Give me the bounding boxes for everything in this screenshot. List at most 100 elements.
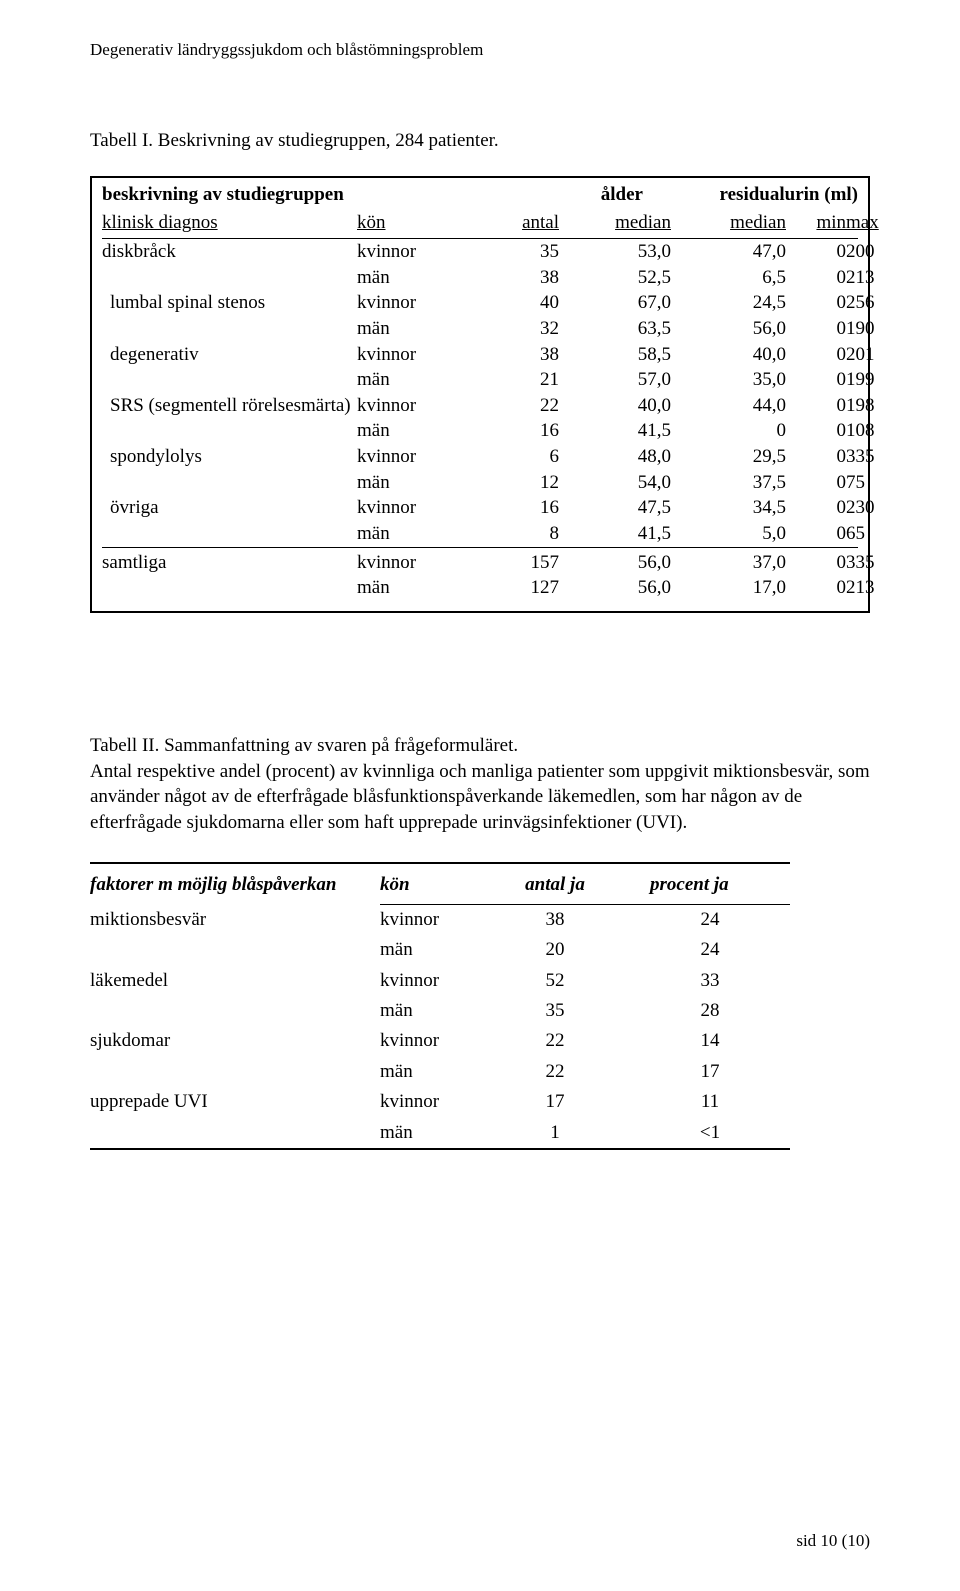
running-head: Degenerativ ländryggssjukdom och blåstöm… — [90, 40, 870, 60]
cell-median2: 0 — [671, 418, 786, 444]
cell-kon: män — [357, 367, 453, 393]
cell-min: 0 — [786, 239, 846, 265]
cell-median2: 5,0 — [671, 521, 786, 547]
cell-min: 0 — [786, 495, 846, 521]
cell-antal: 22 — [453, 393, 559, 419]
cell-diag: SRS (segmentell rörelsesmärta) — [102, 393, 357, 419]
cell-min: 0 — [786, 521, 846, 547]
table2-header: faktorer m möjlig blåspåverkan kön antal… — [90, 864, 790, 904]
table-row: samtligakvinnor15756,037,00335 — [102, 547, 858, 576]
cell-antal: 22 — [480, 1057, 630, 1087]
cell-procent: 24 — [630, 935, 790, 965]
cell-median2: 44,0 — [671, 393, 786, 419]
cell-max: 201 — [846, 342, 875, 368]
table-row: män1641,500108 — [102, 418, 858, 444]
cell-median1: 58,5 — [559, 342, 671, 368]
cell-kon: män — [357, 521, 453, 547]
cell-median2: 47,0 — [671, 239, 786, 265]
table-row: SRS (segmentell rörelsesmärta)kvinnor224… — [102, 393, 858, 419]
cell-kon: kvinnor — [380, 1087, 480, 1117]
cell-procent: 17 — [630, 1057, 790, 1087]
table-row: män2217 — [90, 1057, 790, 1087]
cell-antal: 35 — [453, 239, 559, 265]
cell-antal: 20 — [480, 935, 630, 965]
cell-factor: miktionsbesvär — [90, 905, 380, 935]
cell-antal: 38 — [480, 905, 630, 935]
cell-diag — [102, 418, 357, 444]
sub-col-median2: median — [671, 212, 786, 234]
cell-diag: diskbråck — [102, 239, 357, 265]
cell-median2: 35,0 — [671, 367, 786, 393]
cell-antal: 1 — [480, 1118, 630, 1148]
cell-kon: män — [357, 575, 453, 601]
table1: beskrivning av studiegruppen ålder resid… — [90, 176, 870, 613]
cell-diag: spondylolys — [102, 444, 357, 470]
table1-header: beskrivning av studiegruppen ålder resid… — [102, 184, 858, 210]
cell-median2: 29,5 — [671, 444, 786, 470]
table1-subheader: klinisk diagnos kön antal median median … — [102, 210, 858, 239]
cell-max: 65 — [846, 521, 865, 547]
sub-col-diagnos: klinisk diagnos — [102, 212, 357, 234]
cell-median2: 34,5 — [671, 495, 786, 521]
cell-factor: upprepade UVI — [90, 1087, 380, 1117]
table2-caption-p1: Tabell II. Sammanfattning av svaren på f… — [90, 735, 518, 756]
cell-factor: sjukdomar — [90, 1026, 380, 1056]
sub-col-max: max — [846, 212, 879, 234]
cell-antal: 16 — [453, 495, 559, 521]
cell-min: 0 — [786, 418, 846, 444]
table-row: miktionsbesvärkvinnor3824 — [90, 905, 790, 935]
cell-diag: samtliga — [102, 550, 357, 576]
cell-median2: 56,0 — [671, 316, 786, 342]
cell-median1: 56,0 — [559, 550, 671, 576]
cell-max: 108 — [846, 418, 875, 444]
cell-procent: 24 — [630, 905, 790, 935]
cell-median2: 6,5 — [671, 265, 786, 291]
cell-factor — [90, 1118, 380, 1148]
cell-kon: kvinnor — [357, 239, 453, 265]
cell-median2: 37,0 — [671, 550, 786, 576]
cell-antal: 8 — [453, 521, 559, 547]
table1-h-resid: residualurin (ml) — [671, 184, 858, 206]
cell-kon: kvinnor — [357, 393, 453, 419]
cell-kon: män — [380, 1118, 480, 1148]
table1-title: Tabell I. Beskrivning av studiegruppen, … — [90, 130, 870, 152]
table2-body: miktionsbesvärkvinnor3824män2024läkemede… — [90, 905, 790, 1148]
cell-diag — [102, 521, 357, 547]
cell-median1: 52,5 — [559, 265, 671, 291]
cell-median1: 41,5 — [559, 418, 671, 444]
page: Degenerativ ländryggssjukdom och blåstöm… — [0, 0, 960, 1591]
cell-min: 0 — [786, 550, 846, 576]
table-row: övrigakvinnor1647,534,50230 — [102, 495, 858, 521]
cell-max: 230 — [846, 495, 875, 521]
table-row: män3528 — [90, 996, 790, 1026]
cell-factor — [90, 996, 380, 1026]
cell-procent: 28 — [630, 996, 790, 1026]
table-row: läkemedelkvinnor5233 — [90, 966, 790, 996]
cell-max: 335 — [846, 550, 875, 576]
table1-h-desc: beskrivning av studiegruppen — [102, 184, 357, 206]
cell-antal: 12 — [453, 470, 559, 496]
cell-antal: 22 — [480, 1026, 630, 1056]
table-row: män3852,56,50213 — [102, 265, 858, 291]
cell-min: 0 — [786, 470, 846, 496]
sub-col-min: min — [786, 212, 846, 234]
cell-max: 190 — [846, 316, 875, 342]
cell-median2: 40,0 — [671, 342, 786, 368]
table-row: spondylolyskvinnor648,029,50335 — [102, 444, 858, 470]
cell-median1: 47,5 — [559, 495, 671, 521]
cell-max: 213 — [846, 575, 875, 601]
cell-min: 0 — [786, 316, 846, 342]
table2: faktorer m möjlig blåspåverkan kön antal… — [90, 862, 790, 1151]
cell-kon: män — [380, 935, 480, 965]
table2-caption-p2: Antal respektive andel (procent) av kvin… — [90, 761, 870, 833]
t2-h4: procent ja — [630, 870, 790, 900]
cell-kon: kvinnor — [357, 495, 453, 521]
table1-h-alder: ålder — [453, 184, 671, 206]
cell-median1: 40,0 — [559, 393, 671, 419]
cell-max: 213 — [846, 265, 875, 291]
cell-factor — [90, 1057, 380, 1087]
cell-min: 0 — [786, 367, 846, 393]
cell-antal: 40 — [453, 290, 559, 316]
cell-min: 0 — [786, 393, 846, 419]
cell-antal: 38 — [453, 342, 559, 368]
